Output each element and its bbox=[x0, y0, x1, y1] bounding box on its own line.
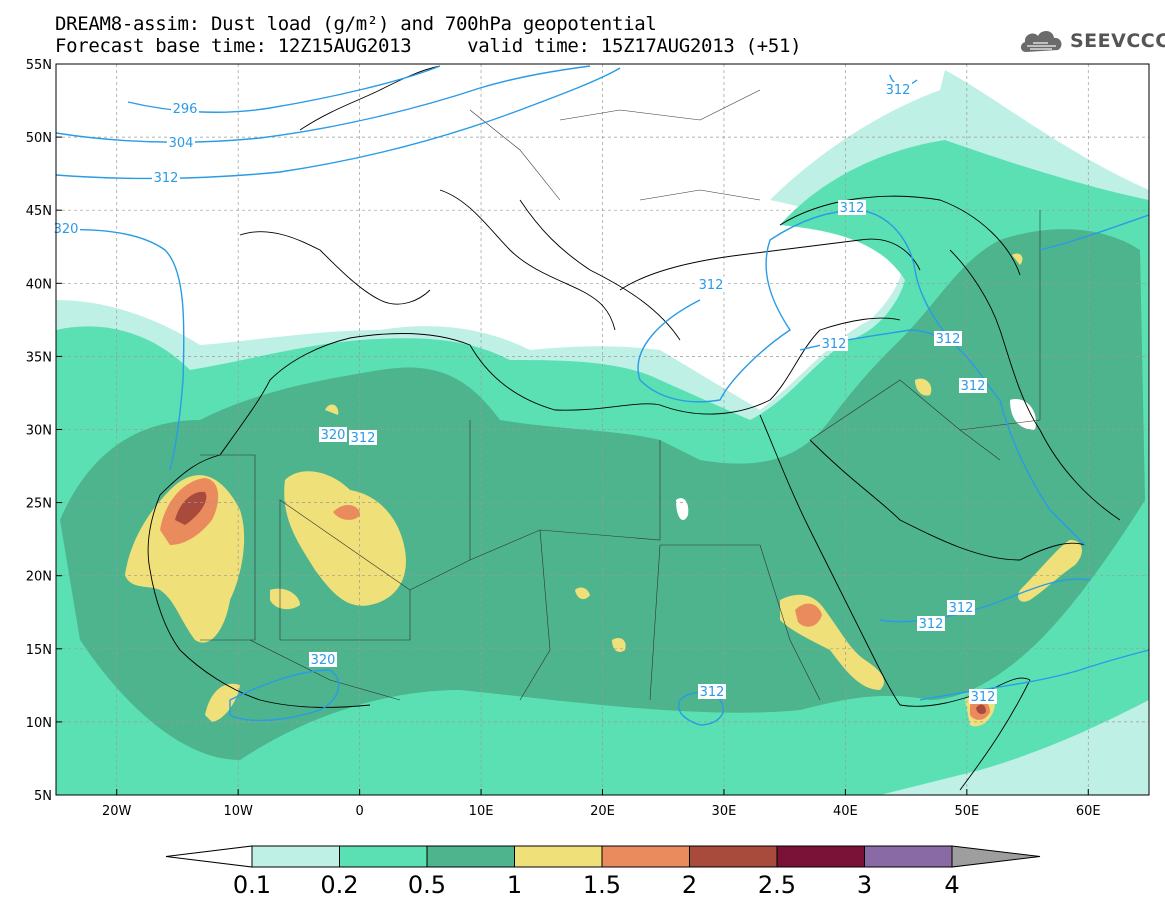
lat-label: 45N bbox=[26, 204, 52, 219]
contour-label: 304 bbox=[169, 136, 194, 151]
dust-free-patches bbox=[676, 399, 1036, 520]
colorbar-segment bbox=[689, 845, 778, 868]
contour-labels: 296 304 312 312 320 312 312 312 312 312 312 312 312 3… bbox=[52, 82, 997, 705]
contour-label: 320 bbox=[311, 653, 336, 668]
lat-label: 10N bbox=[26, 716, 52, 731]
contour-label-bg bbox=[697, 277, 725, 292]
latitude-labels: 55N 50N 45N 40N 35N 30N 25N 20N 15N 10N 5N bbox=[26, 58, 62, 804]
colorbar-tick-label: 1.5 bbox=[583, 871, 621, 899]
colorbar-tick-label: 3 bbox=[857, 871, 872, 899]
contour-label-bg bbox=[947, 600, 975, 615]
longitude-labels: 20W 10W 0 10E 20E 30E 40E 50E 60E bbox=[102, 789, 1101, 819]
logo-text: SEEVCCC bbox=[1070, 30, 1165, 52]
contour-label: 312 bbox=[840, 201, 865, 216]
colorbar-segment bbox=[339, 845, 428, 868]
chart-title: DREAM8-assim: Dust load (g/m²) and 700hP… bbox=[55, 13, 657, 35]
contour-label: 312 bbox=[886, 83, 911, 98]
contour-label-bg bbox=[838, 200, 866, 215]
contour-label-bg bbox=[52, 221, 80, 236]
contour-label-bg bbox=[698, 684, 726, 699]
lon-label: 30E bbox=[712, 804, 737, 819]
lon-label: 20E bbox=[590, 804, 615, 819]
contour-label-bg bbox=[349, 430, 377, 445]
contour-label: 312 bbox=[822, 337, 847, 352]
chart-subtitle: Forecast base time: 12Z15AUG2013 valid t… bbox=[55, 35, 802, 57]
contour-label-bg bbox=[167, 135, 195, 150]
colorbar-arrow-low bbox=[165, 845, 253, 868]
colorbar-tick-label: 2.5 bbox=[758, 871, 796, 899]
colorbar-tick-label: 4 bbox=[944, 871, 959, 899]
colorbar-tick-label: 1 bbox=[507, 871, 522, 899]
lat-label: 5N bbox=[34, 789, 52, 804]
colorbar-tick-label: 0.5 bbox=[408, 871, 446, 899]
contour-label-bg bbox=[959, 378, 987, 393]
seevccc-logo: SEEVCCC bbox=[1018, 26, 1165, 56]
lat-label: 55N bbox=[26, 58, 52, 73]
contour-label: 312 bbox=[961, 379, 986, 394]
colorbar: 0.1 0.2 0.5 1 1.5 2 2.5 3 4 bbox=[165, 845, 1041, 899]
contour-label: 312 bbox=[949, 601, 974, 616]
colorbar-segment bbox=[251, 845, 340, 868]
lon-label: 10W bbox=[223, 804, 253, 819]
dust-level-0.5 bbox=[60, 229, 1145, 761]
colorbar-tick-label: 0.1 bbox=[233, 871, 271, 899]
contour-label: 296 bbox=[173, 102, 198, 117]
lat-label: 40N bbox=[26, 277, 52, 292]
lon-label: 40E bbox=[833, 804, 858, 819]
lon-label: 50E bbox=[954, 804, 979, 819]
contour-label-bg bbox=[319, 427, 347, 442]
lat-label: 50N bbox=[26, 131, 52, 146]
lat-label: 25N bbox=[26, 497, 52, 512]
lat-label: 20N bbox=[26, 570, 52, 585]
contour-label-bg bbox=[309, 652, 337, 667]
lat-label: 35N bbox=[26, 350, 52, 365]
lon-label: 60E bbox=[1076, 804, 1101, 819]
colorbar-segment bbox=[776, 845, 865, 868]
contour-label: 312 bbox=[700, 685, 725, 700]
contour-label-bg bbox=[820, 336, 848, 351]
colorbar-arrow-high bbox=[951, 845, 1041, 868]
lon-label: 20W bbox=[102, 804, 132, 819]
colorbar-segment bbox=[864, 845, 953, 868]
contour-label: 312 bbox=[154, 171, 179, 186]
colorbar-segment bbox=[426, 845, 515, 868]
contour-label-bg bbox=[917, 616, 945, 631]
lon-label: 0 bbox=[355, 804, 363, 819]
colorbar-segment bbox=[601, 845, 690, 868]
contour-label-bg bbox=[934, 331, 962, 346]
graticule bbox=[56, 64, 1149, 795]
contour-label: 312 bbox=[699, 278, 724, 293]
colorbar-tick-label: 2 bbox=[682, 871, 697, 899]
contour-label-bg bbox=[152, 170, 180, 185]
lon-label: 10E bbox=[469, 804, 494, 819]
contour-label: 312 bbox=[351, 431, 376, 446]
contour-label: 320 bbox=[54, 222, 79, 237]
contour-label: 312 bbox=[971, 690, 996, 705]
contour-label-bg bbox=[884, 82, 912, 97]
contour-label-bg bbox=[969, 689, 997, 704]
cloud-icon bbox=[1020, 30, 1062, 52]
contour-label: 312 bbox=[919, 617, 944, 632]
contour-label-bg bbox=[171, 101, 199, 116]
colorbar-tick-label: 0.2 bbox=[320, 871, 358, 899]
country-borders bbox=[200, 89, 1041, 701]
dust-level-2 bbox=[175, 491, 986, 715]
geopotential-contours bbox=[56, 65, 1149, 726]
coastlines bbox=[147, 65, 1121, 791]
lat-label: 30N bbox=[26, 424, 52, 439]
colorbar-segment bbox=[514, 845, 603, 868]
contour-label: 312 bbox=[936, 332, 961, 347]
lat-label: 15N bbox=[26, 643, 52, 658]
contour-label: 320 bbox=[321, 428, 346, 443]
